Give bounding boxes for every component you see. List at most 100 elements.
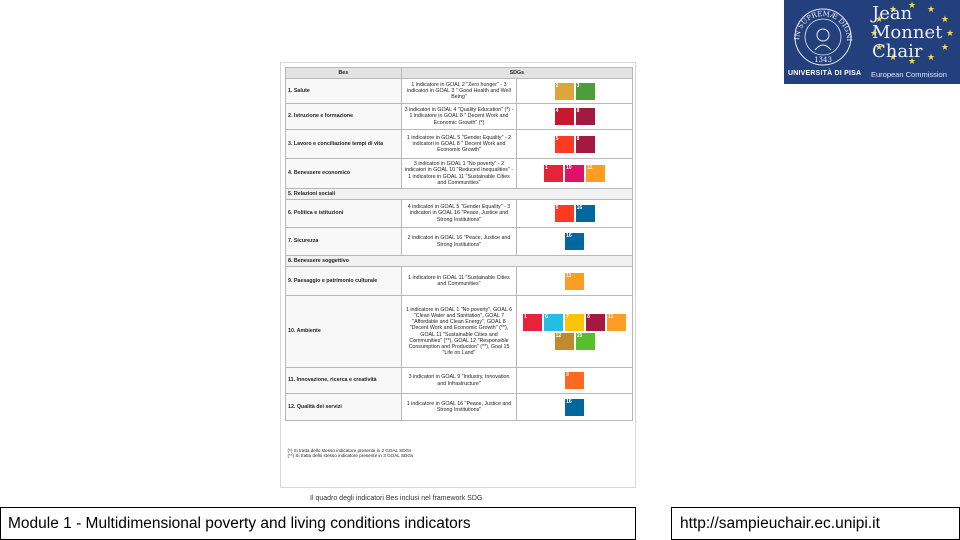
eu-star-icon: ★ xyxy=(927,52,936,63)
sdg-goal-6-icon: 6 xyxy=(544,313,564,331)
university-seal-icon: IN SUPREMÆ DIGNITATIS 1343 xyxy=(790,4,853,66)
eu-star-icon: ★ xyxy=(940,14,949,24)
bes-domain-cell: 4. Benessere economico xyxy=(285,158,402,189)
eu-star-icon: ★ xyxy=(946,28,955,38)
bes-domain-cell: 3. Lavoro e conciliazione tempi di vita xyxy=(285,129,402,159)
svg-text:1343: 1343 xyxy=(814,56,832,64)
jean-monnet-chair-logo: IN SUPREMÆ DIGNITATIS 1343 ★★★★★★★★★★★★ … xyxy=(784,0,960,84)
sdg-goal-1-icon: 1 xyxy=(544,165,564,182)
sdg-description-cell: 3 indicatori in GOAL 1 "No poverty" - 2 … xyxy=(400,158,518,189)
sdg-goal-2-icon: 2 xyxy=(554,82,574,100)
sdg-goal-10-icon: 10 xyxy=(565,165,585,182)
jean-monnet-chair-wordmark: Jean Monnet Chair xyxy=(872,3,943,62)
sdg-goal-3-icon: 3 xyxy=(575,82,595,100)
sdg-description-cell: 1 indicatore in GOAL 5 "Gender Equality"… xyxy=(400,129,518,159)
sdg-description-cell: 1 indicatore in GOAL 1 "No poverty", GOA… xyxy=(400,295,518,368)
university-name: UNIVERSITÀ DI PISA xyxy=(788,70,862,77)
sdg-goal-5-icon: 5 xyxy=(554,205,574,222)
eu-star-icon: ★ xyxy=(870,28,879,38)
bes-sdg-table-image: Bes SDGs 1. Salute 1 indicatore in GOAL 2… xyxy=(280,62,636,488)
bes-domain-cell: 11. Innovazione, ricerca e creatività xyxy=(285,367,402,394)
sdg-goal-16-icon: 16 xyxy=(565,398,585,416)
sdg-description-cell: 3 indicatori in GOAL 9 "Industry, Innova… xyxy=(400,367,518,394)
table-note: (**) Si tratta dello stesso indicatore p… xyxy=(287,453,414,458)
table-notes: (*) Si tratta dello stesso indicatore pr… xyxy=(285,420,633,483)
table-note: (*) Si tratta dello stesso indicatore pr… xyxy=(287,447,412,453)
sdg-icons-cell: 11 xyxy=(516,266,633,296)
bes-domain-cell: 6. Politica e istituzioni xyxy=(285,199,402,228)
sdg-goal-4-icon: 4 xyxy=(554,108,574,125)
sdg-icons-cell: 16 xyxy=(516,227,633,256)
sdg-description-cell: 1 indicatore in GOAL 2 "Zero hunger" - 3… xyxy=(400,78,518,104)
sdg-goal-9-icon: 9 xyxy=(565,372,585,389)
table-row: 10. Ambiente 1 indicatore in GOAL 1 "No p… xyxy=(285,295,633,368)
table-caption: Il quadro degli indicatori Bes inclusi n… xyxy=(310,495,483,502)
header-bes: Bes xyxy=(285,67,402,79)
sdg-icons-cell: 9 xyxy=(516,367,633,394)
module-title: Module 1 - Multidimensional poverty and … xyxy=(8,514,471,532)
eu-star-icon: ★ xyxy=(889,52,898,63)
table-body: 1. Salute 1 indicatore in GOAL 2 "Zero hu… xyxy=(285,78,633,483)
sdg-goal-11-icon: 11 xyxy=(565,272,585,290)
sdg-goal-11-icon: 11 xyxy=(607,313,627,331)
sdg-goal-1-icon: 1 xyxy=(523,313,543,331)
website-url: http://sampieuchair.ec.unipi.it xyxy=(680,514,880,532)
bes-domain-cell: 10. Ambiente xyxy=(285,295,402,368)
sdg-description-cell: 4 indicatori in GOAL 5 "Gender Equality"… xyxy=(400,199,518,228)
sdg-icons-cell: 1 10 11 xyxy=(516,158,633,189)
bes-domain-cell: 7. Sicurezza xyxy=(285,227,402,256)
sdg-goal-16-icon: 16 xyxy=(575,205,595,222)
sdg-goal-16-icon: 16 xyxy=(565,233,585,250)
sdg-description-cell: 3 indicatori in GOAL 4 "Quality Educatio… xyxy=(400,103,518,130)
bes-sdg-table: Bes SDGs 1. Salute 1 indicatore in GOAL 2… xyxy=(285,67,634,483)
table-row: 5. Relazioni sociali xyxy=(285,188,633,200)
sdg-goal-8-icon: 8 xyxy=(586,313,606,331)
table-row: 6. Politica e istituzioni 4 indicatori in… xyxy=(285,199,633,228)
eu-star-icon: ★ xyxy=(889,3,898,14)
sdg-goal-15-icon: 15 xyxy=(575,332,595,350)
sdg-description-cell: 2 indicatori in GOAL 16 "Peace, Justice … xyxy=(400,227,518,256)
sdg-goal-11-icon: 11 xyxy=(586,165,606,182)
sdg-icons-cell: 5 16 xyxy=(516,199,633,228)
svg-text:IN SUPREMÆ DIGNITATIS: IN SUPREMÆ DIGNITATIS xyxy=(790,4,853,42)
table-row: 12. Qualità dei servizi 1 indicatore in G… xyxy=(285,393,633,421)
european-commission-label: European Commission xyxy=(871,70,947,79)
table-row: 9. Paesaggio e patrimonio culturale 1 ind… xyxy=(285,266,633,296)
sdg-goal-5-icon: 5 xyxy=(554,135,574,153)
sdg-goal-7-icon: 7 xyxy=(565,313,585,331)
eu-star-icon: ★ xyxy=(908,0,917,10)
sdg-description-cell: 1 indicatore in GOAL 11 "Sustainable Cit… xyxy=(400,266,518,296)
module-title-box: Module 1 - Multidimensional poverty and … xyxy=(0,507,636,540)
notes-row: (*) Si tratta dello stesso indicatore pr… xyxy=(285,420,633,483)
bes-domain-cell: 1. Salute xyxy=(285,78,402,104)
table-row: 2. Istruzione e formazione 3 indicatori i… xyxy=(285,103,633,130)
bes-domain-cell: 8. Benessere soggettivo xyxy=(285,255,633,267)
table-row: 8. Benessere soggettivo xyxy=(285,255,633,267)
sdg-icons-cell: 1 6 7 8 11 12 15 xyxy=(516,295,633,368)
bes-domain-cell: 5. Relazioni sociali xyxy=(285,188,633,200)
sdg-description-cell: 1 indicatore in GOAL 16 "Peace, Justice … xyxy=(400,393,518,421)
header-sdgs: SDGs xyxy=(400,67,634,79)
eu-star-icon: ★ xyxy=(940,42,949,52)
bes-domain-cell: 9. Paesaggio e patrimonio culturale xyxy=(285,266,402,296)
sdg-icons-cell: 16 xyxy=(516,393,633,421)
table-row: 1. Salute 1 indicatore in GOAL 2 "Zero hu… xyxy=(285,78,633,104)
table-row: 7. Sicurezza 2 indicatori in GOAL 16 "Pea… xyxy=(285,227,633,256)
sdg-goal-12-icon: 12 xyxy=(554,332,574,350)
table-row: 4. Benessere economico 3 indicatori in GO… xyxy=(285,158,633,189)
table-row: 3. Lavoro e conciliazione tempi di vita 1… xyxy=(285,129,633,159)
eu-star-icon: ★ xyxy=(875,42,884,52)
table-row: 11. Innovazione, ricerca e creatività 3 i… xyxy=(285,367,633,394)
eu-star-icon: ★ xyxy=(927,3,936,14)
eu-star-icon: ★ xyxy=(875,14,884,24)
sdg-goal-8-icon: 8 xyxy=(575,135,595,153)
bes-domain-cell: 12. Qualità dei servizi xyxy=(285,393,402,421)
sdg-goal-8-icon: 8 xyxy=(575,108,595,125)
website-box: http://sampieuchair.ec.unipi.it xyxy=(671,507,960,540)
bes-domain-cell: 2. Istruzione e formazione xyxy=(285,103,402,130)
eu-star-icon: ★ xyxy=(908,56,917,66)
table-header-row: Bes SDGs xyxy=(285,67,634,79)
